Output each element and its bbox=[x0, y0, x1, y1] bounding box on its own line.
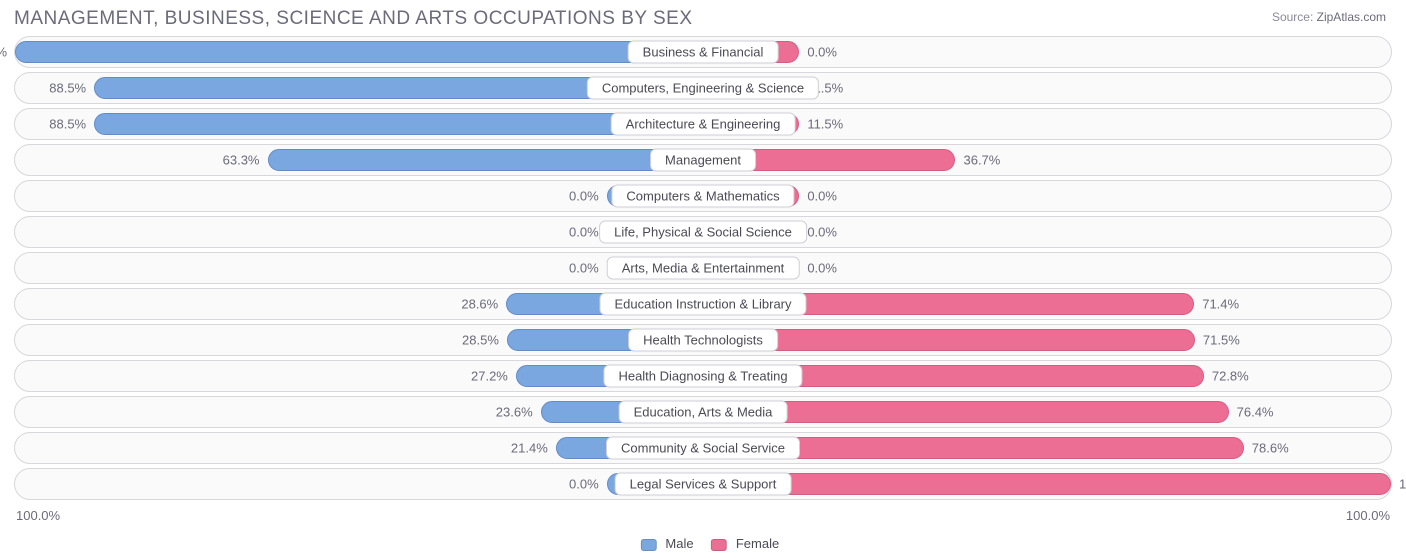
axis-right-label: 100.0% bbox=[1346, 508, 1390, 523]
male-pct-label: 0.0% bbox=[569, 261, 599, 276]
legend-male-label: Male bbox=[665, 536, 693, 551]
category-label: Architecture & Engineering bbox=[611, 113, 796, 136]
female-pct-label: 0.0% bbox=[807, 261, 837, 276]
male-pct-label: 0.0% bbox=[569, 189, 599, 204]
bar-row: 27.2% 72.8% Health Diagnosing & Treating bbox=[14, 360, 1392, 392]
legend-female-label: Female bbox=[736, 536, 779, 551]
bar-row: 28.6% 71.4% Education Instruction & Librar… bbox=[14, 288, 1392, 320]
source-credit: Source: ZipAtlas.com bbox=[1272, 10, 1386, 24]
bar-row: 88.5% 11.5% Architecture & Engineering bbox=[14, 108, 1392, 140]
source-label: Source: bbox=[1272, 10, 1313, 24]
male-pct-label: 88.5% bbox=[49, 81, 86, 96]
female-pct-label: 36.7% bbox=[963, 153, 1000, 168]
male-pct-label: 100.0% bbox=[0, 45, 7, 60]
source-value: ZipAtlas.com bbox=[1317, 10, 1386, 24]
female-pct-label: 71.5% bbox=[1203, 333, 1240, 348]
legend-swatch-male bbox=[641, 539, 657, 551]
category-label: Life, Physical & Social Science bbox=[599, 221, 807, 244]
male-pct-label: 28.6% bbox=[461, 297, 498, 312]
male-half: 63.3% bbox=[15, 145, 703, 175]
female-bar bbox=[703, 473, 1391, 495]
category-label: Health Diagnosing & Treating bbox=[603, 365, 802, 388]
category-label: Community & Social Service bbox=[606, 437, 800, 460]
category-label: Health Technologists bbox=[628, 329, 778, 352]
male-half: 0.0% bbox=[15, 181, 703, 211]
female-pct-label: 78.6% bbox=[1252, 441, 1289, 456]
male-pct-label: 88.5% bbox=[49, 117, 86, 132]
legend: Male Female bbox=[627, 536, 779, 551]
category-label: Management bbox=[650, 149, 756, 172]
male-pct-label: 0.0% bbox=[569, 225, 599, 240]
bar-row: 88.5%11.5%Computers, Engineering & Scien… bbox=[14, 72, 1392, 104]
male-bar bbox=[268, 149, 704, 171]
category-label: Computers, Engineering & Science bbox=[587, 77, 819, 100]
male-pct-label: 63.3% bbox=[223, 153, 260, 168]
male-half: 27.2% bbox=[15, 361, 703, 391]
female-pct-label: 100.0% bbox=[1399, 477, 1406, 492]
bar-row: 100.0% 0.0% Business & Financial bbox=[14, 36, 1392, 68]
female-half: 0.0% bbox=[703, 37, 1391, 67]
female-pct-label: 71.4% bbox=[1202, 297, 1239, 312]
female-half: 100.0% bbox=[703, 469, 1391, 499]
female-half: 71.5% bbox=[703, 325, 1391, 355]
bar-row: 21.4% 78.6% Community & Social Service bbox=[14, 432, 1392, 464]
bar-row: 0.0% 0.0% Arts, Media & Entertainment bbox=[14, 252, 1392, 284]
bar-row: 0.0% 100.0%Legal Services & Support bbox=[14, 468, 1392, 500]
bar-row: 28.5% 71.5% Health Technologists bbox=[14, 324, 1392, 356]
male-half: 21.4% bbox=[15, 433, 703, 463]
x-axis: 100.0% 100.0% bbox=[14, 504, 1392, 523]
female-pct-label: 0.0% bbox=[807, 225, 837, 240]
female-pct-label: 76.4% bbox=[1237, 405, 1274, 420]
category-label: Education, Arts & Media bbox=[619, 401, 788, 424]
male-pct-label: 0.0% bbox=[569, 477, 599, 492]
occupations-by-sex-chart: MANAGEMENT, BUSINESS, SCIENCE AND ARTS O… bbox=[0, 0, 1406, 559]
female-half: 0.0% bbox=[703, 253, 1391, 283]
male-half: 0.0% bbox=[15, 253, 703, 283]
category-label: Business & Financial bbox=[628, 41, 779, 64]
male-bar bbox=[15, 41, 703, 63]
female-half: 11.5% bbox=[703, 109, 1391, 139]
female-half: 36.7% bbox=[703, 145, 1391, 175]
category-label: Education Instruction & Library bbox=[599, 293, 806, 316]
bar-row: 0.0% 0.0%Life, Physical & Social Science bbox=[14, 216, 1392, 248]
axis-left-label: 100.0% bbox=[16, 508, 60, 523]
female-half: 72.8% bbox=[703, 361, 1391, 391]
male-half: 23.6% bbox=[15, 397, 703, 427]
male-half: 88.5% bbox=[15, 109, 703, 139]
bar-row: 0.0% 0.0% Computers & Mathematics bbox=[14, 180, 1392, 212]
female-half: 0.0% bbox=[703, 181, 1391, 211]
male-pct-label: 21.4% bbox=[511, 441, 548, 456]
female-half: 78.6% bbox=[703, 433, 1391, 463]
female-half: 76.4% bbox=[703, 397, 1391, 427]
category-label: Legal Services & Support bbox=[615, 473, 792, 496]
bar-row: 23.6% 76.4% Education, Arts & Media bbox=[14, 396, 1392, 428]
chart-title: MANAGEMENT, BUSINESS, SCIENCE AND ARTS O… bbox=[14, 8, 1392, 30]
female-pct-label: 0.0% bbox=[807, 189, 837, 204]
male-half: 28.5% bbox=[15, 325, 703, 355]
legend-swatch-female bbox=[711, 539, 727, 551]
female-pct-label: 0.0% bbox=[807, 45, 837, 60]
bar-rows: 100.0%0.0%Business & Financial88.5%11.5%… bbox=[14, 36, 1392, 500]
male-pct-label: 23.6% bbox=[496, 405, 533, 420]
male-half: 0.0% bbox=[15, 469, 703, 499]
male-pct-label: 27.2% bbox=[471, 369, 508, 384]
male-half: 100.0% bbox=[15, 37, 703, 67]
female-pct-label: 72.8% bbox=[1212, 369, 1249, 384]
category-label: Computers & Mathematics bbox=[611, 185, 794, 208]
female-pct-label: 11.5% bbox=[807, 117, 843, 132]
male-pct-label: 28.5% bbox=[462, 333, 499, 348]
category-label: Arts, Media & Entertainment bbox=[607, 257, 800, 280]
bar-row: 63.3% 36.7% Management bbox=[14, 144, 1392, 176]
